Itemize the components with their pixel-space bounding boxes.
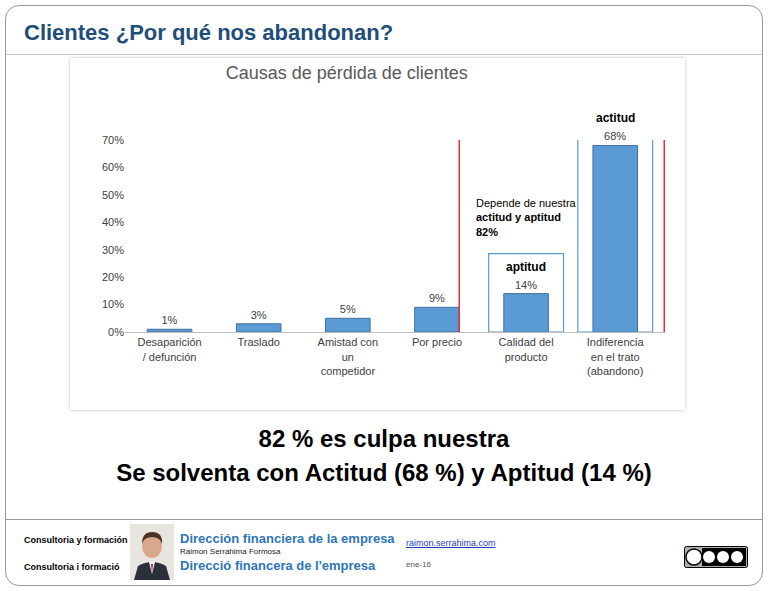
svg-text:Indiferenciaen el trato(abando: Indiferenciaen el trato(abandono) xyxy=(587,336,645,377)
svg-text:Por precio: Por precio xyxy=(412,336,462,348)
html-text:Raimon Serrahima Formosa: Raimon Serrahima Formosa xyxy=(180,547,281,556)
svg-text:Depende de nuestraactitud y ap: Depende de nuestraactitud y aptitud82% xyxy=(476,197,577,238)
svg-text:5%: 5% xyxy=(340,303,356,315)
svg-text:60%: 60% xyxy=(102,161,124,173)
svg-text:68%: 68% xyxy=(604,130,626,142)
svg-text:Calidad delproducto: Calidad delproducto xyxy=(499,336,554,362)
svg-text:9%: 9% xyxy=(429,292,445,304)
svg-text:14%: 14% xyxy=(515,279,537,291)
html-text:Dirección financiera de la emp: Dirección financiera de la empresa xyxy=(180,531,395,546)
svg-text:30%: 30% xyxy=(102,244,124,256)
svg-text:Desaparición/ defunción: Desaparición/ defunción xyxy=(137,336,201,362)
svg-text:3%: 3% xyxy=(251,309,267,321)
svg-text:1%: 1% xyxy=(162,314,178,326)
svg-text:0%: 0% xyxy=(108,326,124,338)
html-text:ene-16: ene-16 xyxy=(406,560,431,569)
svg-text:10%: 10% xyxy=(102,298,124,310)
svg-text:Traslado: Traslado xyxy=(238,336,280,348)
svg-text:50%: 50% xyxy=(102,189,124,201)
svg-text:actitud: actitud xyxy=(596,111,635,125)
html-text:Se solventa con Actitud (68 %): Se solventa con Actitud (68 %) y Aptitud… xyxy=(116,459,652,486)
svg-text:Causas de pérdida de clientes: Causas de pérdida de clientes xyxy=(226,63,468,83)
svg-text:Amistad conuncompetidor: Amistad conuncompetidor xyxy=(318,336,379,377)
html-text:82 % es culpa nuestra: 82 % es culpa nuestra xyxy=(258,425,510,452)
html-text:Clientes ¿Por qué nos abandona: Clientes ¿Por qué nos abandonan? xyxy=(24,20,394,45)
html-text:Consultoria i formació: Consultoria i formació xyxy=(24,562,120,572)
svg-text:20%: 20% xyxy=(102,271,124,283)
svg-text:aptitud: aptitud xyxy=(506,260,546,274)
html-text:Direcció financera de l'empres: Direcció financera de l'empresa xyxy=(180,558,376,573)
svg-text:40%: 40% xyxy=(102,216,124,228)
svg-text:70%: 70% xyxy=(102,134,124,146)
html-text:Consultoria y formación: Consultoria y formación xyxy=(24,535,128,545)
html-text:raimon.serrahima.com: raimon.serrahima.com xyxy=(406,538,496,548)
